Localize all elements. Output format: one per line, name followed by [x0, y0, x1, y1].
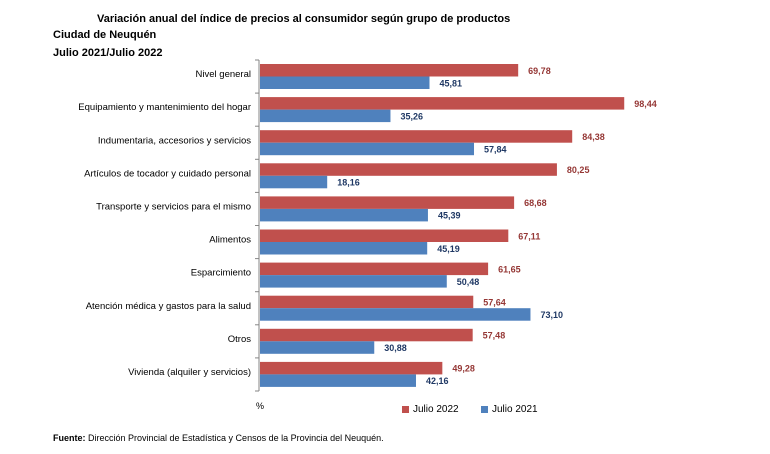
data-label-julio-2022: 84,38 [582, 132, 605, 142]
data-label-julio-2021: 45,19 [437, 244, 460, 254]
bar-julio-2021 [260, 242, 428, 255]
legend-item-julio-2022: Julio 2022 [402, 404, 459, 415]
bar-julio-2022 [260, 64, 519, 77]
data-label-julio-2022: 61,65 [498, 264, 521, 274]
data-label-julio-2022: 80,25 [567, 165, 590, 175]
legend-swatch-julio-2022 [402, 406, 409, 413]
bar-julio-2022 [260, 229, 509, 242]
data-label-julio-2021: 45,39 [438, 211, 461, 221]
data-label-julio-2021: 57,84 [484, 144, 507, 154]
data-label-julio-2021: 30,88 [384, 343, 407, 353]
legend-label-julio-2022: Julio 2022 [413, 404, 459, 415]
data-label-julio-2022: 57,64 [483, 297, 506, 307]
bar-julio-2021 [260, 275, 447, 288]
bar-julio-2021 [260, 76, 430, 89]
source-footer: Fuente: Dirección Provincial de Estadíst… [53, 433, 384, 443]
bar-julio-2021 [260, 142, 475, 156]
bar-julio-2022 [260, 130, 573, 143]
data-label-julio-2021: 42,16 [426, 376, 449, 386]
data-label-julio-2022: 57,48 [483, 331, 506, 341]
data-label-julio-2021: 50,48 [457, 277, 480, 287]
bar-julio-2022 [260, 196, 515, 209]
source-label: Fuente: [53, 433, 86, 443]
data-label-julio-2021: 35,26 [400, 111, 423, 121]
data-label-julio-2022: 49,28 [452, 364, 475, 374]
bar-julio-2021 [260, 208, 428, 222]
bar-julio-2022 [260, 97, 625, 110]
data-label-julio-2022: 67,11 [518, 231, 540, 241]
category-label: Nivel general [196, 69, 251, 80]
data-label-julio-2022: 69,78 [528, 66, 551, 76]
chart-period: Julio 2021/Julio 2022 [53, 47, 163, 59]
source-text: Dirección Provincial de Estadística y Ce… [85, 433, 384, 443]
chart-title: Variación anual del índice de precios al… [97, 13, 511, 25]
legend-swatch-julio-2021 [481, 406, 488, 413]
category-label: Equipamiento y mantenimiento del hogar [78, 102, 251, 113]
legend-label-julio-2021: Julio 2021 [492, 404, 538, 415]
category-label: Alimentos [209, 235, 251, 246]
chart-subtitle: Ciudad de Neuquén [53, 29, 157, 41]
bar-julio-2022 [260, 295, 474, 309]
category-label: Artículos de tocador y cuidado personal [84, 168, 251, 179]
category-label: Transporte y servicios para el mismo [96, 201, 251, 212]
category-label: Otros [228, 334, 251, 345]
data-label-julio-2022: 98,44 [634, 99, 657, 109]
bar-julio-2021 [260, 374, 416, 387]
data-label-julio-2021: 45,81 [439, 78, 462, 88]
category-label: Indumentaria, accesorios y servicios [98, 135, 251, 146]
bar-julio-2022 [260, 163, 557, 176]
bar-julio-2022 [260, 328, 473, 342]
bar-julio-2022 [260, 361, 443, 375]
bar-julio-2021 [260, 175, 328, 189]
data-label-julio-2021: 18,16 [337, 178, 360, 188]
bar-julio-2021 [260, 308, 531, 321]
category-label: Atención médica y gastos para la salud [86, 301, 251, 312]
bar-julio-2021 [260, 341, 375, 354]
data-label-julio-2021: 73,10 [540, 310, 563, 320]
data-label-julio-2022: 68,68 [524, 198, 547, 208]
category-label: Esparcimiento [191, 268, 251, 279]
category-label: Vivienda (alquiler y servicios) [128, 367, 251, 378]
legend-item-julio-2021: Julio 2021 [481, 404, 538, 415]
bar-julio-2021 [260, 109, 391, 123]
x-axis-label: % [256, 401, 264, 411]
bar-julio-2022 [260, 262, 489, 276]
